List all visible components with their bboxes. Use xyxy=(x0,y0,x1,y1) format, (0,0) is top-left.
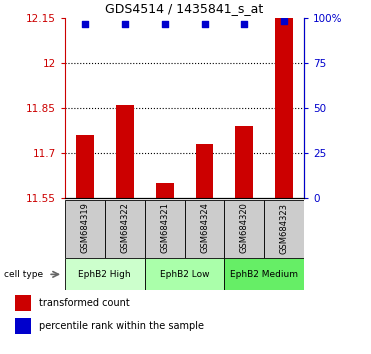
Point xyxy=(242,21,247,27)
Point xyxy=(201,21,207,27)
Bar xyxy=(264,200,304,258)
Bar xyxy=(105,200,145,258)
Text: EphB2 Medium: EphB2 Medium xyxy=(230,270,298,279)
Text: GSM684324: GSM684324 xyxy=(200,202,209,253)
Bar xyxy=(65,200,105,258)
Bar xyxy=(14,318,30,334)
Bar xyxy=(145,200,185,258)
Text: cell type: cell type xyxy=(4,270,43,279)
Bar xyxy=(156,183,174,198)
Bar xyxy=(224,200,264,258)
Bar xyxy=(116,105,134,198)
Bar xyxy=(14,295,30,311)
Point xyxy=(162,21,168,27)
Text: transformed count: transformed count xyxy=(39,298,130,308)
Text: GSM684321: GSM684321 xyxy=(160,202,169,253)
Text: GSM684320: GSM684320 xyxy=(240,202,249,253)
Point xyxy=(122,21,128,27)
Bar xyxy=(224,258,304,290)
Text: EphB2 High: EphB2 High xyxy=(79,270,131,279)
Text: GSM684323: GSM684323 xyxy=(280,202,289,253)
Bar xyxy=(185,200,224,258)
Point xyxy=(82,21,88,27)
Bar xyxy=(196,144,213,198)
Bar xyxy=(275,2,293,198)
Bar xyxy=(145,258,224,290)
Bar xyxy=(236,126,253,198)
Text: GSM684322: GSM684322 xyxy=(120,202,129,253)
Text: GSM684319: GSM684319 xyxy=(81,202,89,253)
Bar xyxy=(76,135,94,198)
Text: percentile rank within the sample: percentile rank within the sample xyxy=(39,321,204,331)
Bar xyxy=(65,258,145,290)
Point xyxy=(281,18,287,23)
Title: GDS4514 / 1435841_s_at: GDS4514 / 1435841_s_at xyxy=(105,2,264,15)
Text: EphB2 Low: EphB2 Low xyxy=(160,270,209,279)
